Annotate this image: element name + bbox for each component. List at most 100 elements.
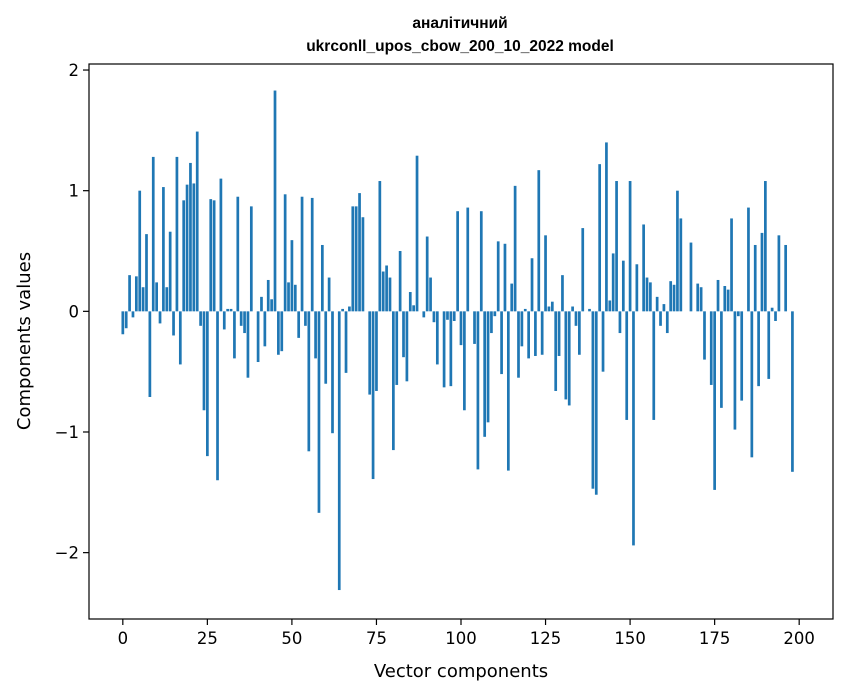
bar-77 — [381, 271, 385, 312]
bar-187 — [753, 244, 757, 312]
bar-29 — [219, 178, 223, 312]
bar-157 — [652, 311, 656, 420]
bar-100 — [459, 311, 463, 346]
bar-4 — [134, 276, 138, 312]
bar-190 — [764, 181, 767, 312]
chart-title-line-1: аналітичний — [412, 15, 507, 32]
bar-140 — [594, 311, 598, 495]
bar-178 — [723, 286, 727, 312]
bar-95 — [442, 311, 446, 388]
bar-144 — [608, 300, 612, 312]
chart-title-line-2: ukrconll_upos_cbow_200_10_2022 model — [306, 38, 614, 55]
bar-175 — [713, 311, 716, 490]
bar-2 — [128, 275, 131, 312]
bar-160 — [662, 304, 666, 312]
bar-52 — [297, 311, 301, 338]
bar-89 — [422, 311, 426, 318]
bar-154 — [642, 224, 645, 312]
bar-122 — [534, 311, 537, 356]
bar-90 — [425, 236, 429, 312]
bar-78 — [385, 265, 388, 312]
bar-117 — [517, 311, 520, 378]
bar-147 — [618, 311, 622, 334]
bar-15 — [172, 311, 175, 336]
bar-38 — [249, 206, 253, 312]
bar-145 — [611, 253, 615, 312]
bar-113 — [503, 243, 507, 312]
bar-186 — [750, 311, 754, 458]
bar-165 — [679, 218, 683, 312]
bar-59 — [320, 244, 324, 312]
bar-71 — [361, 217, 365, 312]
bar-34 — [236, 196, 240, 312]
bar-129 — [557, 311, 561, 356]
bar-14 — [168, 231, 172, 312]
x-tick-label-175: 175 — [699, 629, 731, 648]
bar-102 — [466, 207, 470, 312]
bar-134 — [574, 311, 578, 326]
bar-116 — [513, 185, 517, 312]
bar-141 — [598, 164, 602, 312]
bar-16 — [175, 156, 179, 312]
bar-3 — [131, 311, 135, 318]
x-tick-label-200: 200 — [783, 629, 815, 648]
bar-76 — [378, 181, 382, 312]
bar-128 — [554, 311, 558, 391]
bar-66 — [344, 311, 348, 373]
bar-8 — [148, 311, 152, 397]
bar-189 — [760, 232, 764, 312]
bar-118 — [520, 311, 524, 347]
bar-41 — [260, 296, 263, 312]
bar-196 — [784, 244, 788, 312]
bar-171 — [699, 287, 703, 312]
bar-58 — [317, 311, 321, 513]
bar-67 — [348, 306, 351, 312]
y-tick-label-2: 0 — [69, 302, 80, 321]
bar-35 — [239, 311, 243, 326]
bar-62 — [331, 311, 334, 434]
bar-161 — [665, 311, 669, 334]
bar-0 — [121, 311, 125, 335]
y-tick-label-1: 1 — [69, 182, 80, 201]
bar-176 — [716, 279, 720, 312]
bar-36 — [243, 311, 246, 334]
bar-97 — [449, 311, 453, 387]
bar-30 — [222, 311, 226, 330]
bar-150 — [628, 181, 632, 312]
bar-24 — [202, 311, 206, 411]
bar-152 — [635, 264, 639, 312]
bar-164 — [676, 190, 679, 312]
bar-65 — [341, 308, 344, 312]
bar-23 — [199, 311, 202, 326]
bar-183 — [740, 311, 744, 401]
bar-61 — [327, 277, 331, 312]
bar-82 — [398, 251, 402, 312]
bar-115 — [510, 283, 514, 312]
bar-46 — [277, 311, 280, 355]
bar-26 — [209, 199, 213, 312]
bar-146 — [615, 181, 618, 312]
bar-48 — [283, 194, 287, 312]
x-tick-label-150: 150 — [614, 629, 646, 648]
bar-131 — [564, 311, 568, 400]
bar-12 — [162, 187, 165, 312]
bar-99 — [456, 211, 459, 312]
bar-130 — [561, 275, 564, 312]
bar-149 — [625, 311, 629, 420]
bar-114 — [506, 311, 510, 471]
bar-172 — [703, 311, 706, 360]
bar-33 — [233, 311, 236, 359]
bar-109 — [490, 311, 493, 334]
bars-group — [121, 90, 794, 591]
bar-84 — [405, 311, 409, 382]
bar-5 — [138, 190, 142, 312]
bar-101 — [463, 311, 466, 411]
bar-18 — [182, 200, 186, 312]
x-tick-label-50: 50 — [281, 629, 302, 648]
bar-177 — [720, 311, 723, 408]
bar-125 — [544, 235, 547, 312]
bar-136 — [581, 228, 585, 312]
bar-198 — [791, 311, 794, 472]
bar-96 — [446, 311, 449, 320]
